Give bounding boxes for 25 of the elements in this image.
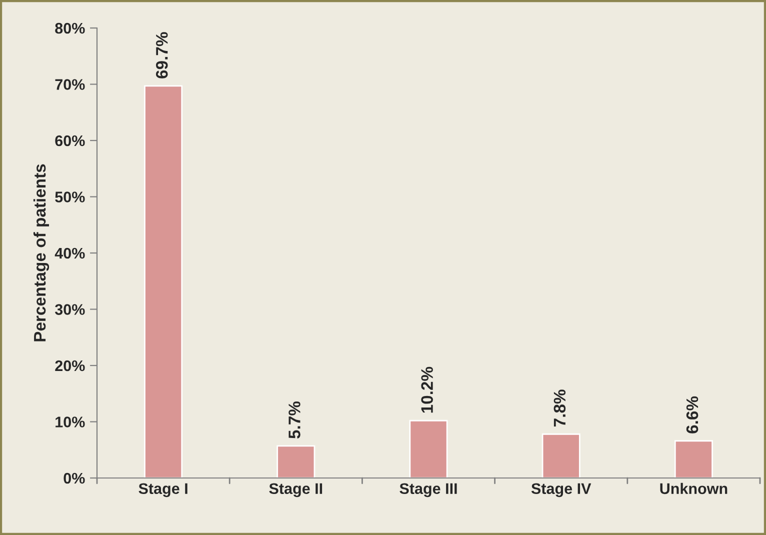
x-tick-label: Stage I [138, 483, 188, 498]
data-label: 7.8% [554, 390, 566, 426]
x-tick-label: Stage IV [531, 483, 592, 498]
y-tick-label: 60% [55, 135, 85, 146]
y-tick-label: 10% [56, 416, 85, 428]
bar [542, 433, 580, 478]
bar [276, 445, 316, 478]
data-label: 6.6% [686, 396, 698, 434]
y-tick-label: 70% [55, 79, 85, 90]
x-tick-label: Stage III [400, 483, 457, 498]
data-label: 69.7% [156, 32, 168, 78]
data-label: 5.7% [288, 401, 300, 438]
bar [674, 440, 713, 478]
y-tick-label: 50% [55, 192, 85, 202]
x-tick-label: Unknown [660, 482, 728, 494]
bar [144, 85, 183, 478]
y-tick-label: 80% [55, 22, 85, 34]
data-label: 10.2% [421, 366, 433, 413]
y-tick-label: 30% [54, 304, 85, 315]
y-tick-label: 0% [64, 472, 85, 484]
y-tick-label: 20% [55, 360, 85, 372]
x-tick-label: Stage II [269, 483, 322, 498]
y-axis-title: Percentage of patients [33, 164, 50, 342]
y-tick-label: 40% [54, 248, 85, 259]
bar [409, 420, 448, 478]
